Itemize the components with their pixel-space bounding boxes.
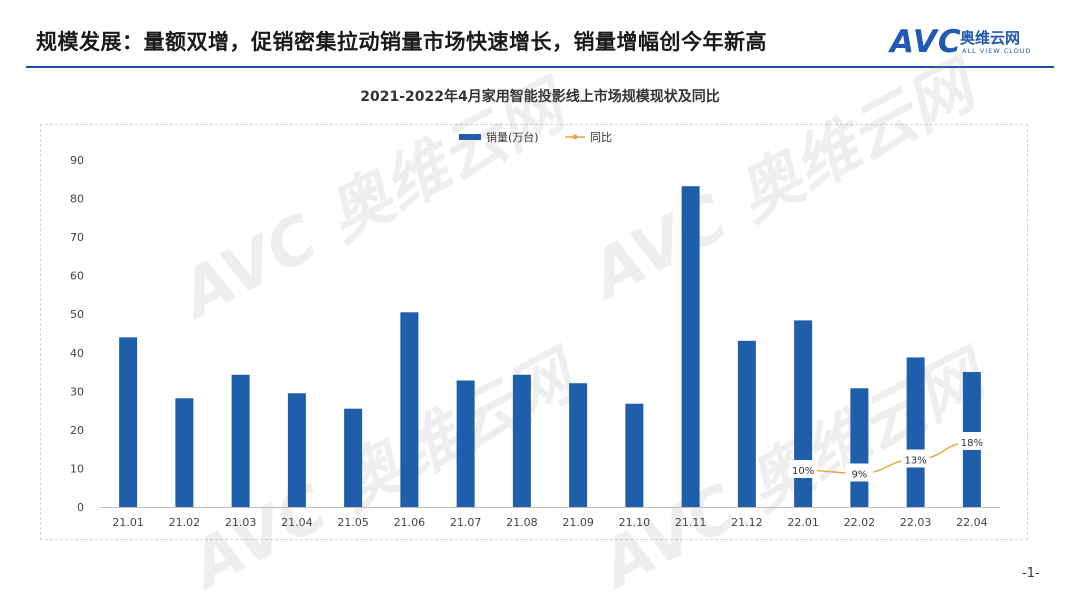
x-tick-label: 21.04 [281,516,313,529]
bar [344,408,363,507]
x-tick-label: 22.02 [844,516,876,529]
logo-english-name: ALL VIEW CLOUD [962,47,1032,55]
yoy-label-bg [901,449,930,468]
x-tick-label: 21.12 [731,516,763,529]
x-tick-label: 21.10 [619,516,651,529]
y-tick-label: 0 [77,501,84,514]
x-tick-label: 22.01 [787,516,819,529]
chart-title: 2021-2022年4月家用智能投影线上市场规模现状及同比 [360,89,720,105]
y-tick-label: 40 [70,347,84,360]
bar [231,374,250,507]
x-tick-label: 22.04 [956,516,988,529]
legend-swatch-bar [459,134,481,140]
y-tick-label: 70 [70,231,84,244]
bar [287,393,306,507]
y-tick-label: 90 [70,154,84,167]
header: 规模发展：量额双增，促销密集拉动销量市场快速增长，销量增幅创今年新高 AVC 奥… [0,0,1080,70]
y-tick-label: 50 [70,308,84,321]
bar [175,398,194,507]
logo-mark: AVC [890,24,962,60]
yoy-data-label: 13% [905,456,927,467]
bar [512,374,531,507]
x-tick-label: 21.03 [225,516,257,529]
bar [400,312,419,507]
bar [737,340,756,507]
bar [625,403,644,507]
legend-label-bar: 销量(万台) [486,130,539,144]
x-tick-label: 21.06 [394,516,426,529]
yoy-label-bg [789,460,818,478]
bar [119,337,138,507]
bar [569,383,588,507]
legend-label-line: 同比 [590,131,612,144]
page-title: 规模发展：量额双增，促销密集拉动销量市场快速增长，销量增幅创今年新高 [36,30,767,54]
y-tick-label: 80 [70,193,84,206]
x-tick-label: 21.02 [169,516,201,529]
x-tick-label: 21.09 [562,516,594,529]
x-tick-label: 21.05 [337,516,369,529]
y-tick-label: 10 [70,462,84,475]
x-tick-label: 21.07 [450,516,482,529]
x-tick-label: 21.01 [112,516,144,529]
bar [906,357,925,507]
x-tick-label: 22.03 [900,516,932,529]
yoy-label-bg [845,463,874,482]
yoy-data-label: 18% [961,438,983,449]
yoy-data-label: 9% [851,470,867,481]
bar [456,380,475,507]
legend-marker-line [572,134,578,140]
header-divider [26,66,1054,68]
y-tick-label: 20 [70,424,84,437]
y-tick-label: 30 [70,385,84,398]
bar [681,186,700,507]
bar [850,388,869,507]
page-number: -1- [1022,566,1040,581]
y-tick-label: 60 [70,270,84,283]
logo-chinese-name: 奥维云网 [960,29,1021,47]
chart-frame [40,124,1028,540]
bar [794,320,813,507]
yoy-line [803,441,972,475]
yoy-label-bg [957,432,986,450]
yoy-data-label: 10% [792,466,814,477]
x-tick-label: 21.11 [675,516,707,529]
avc-logo: AVC 奥维云网 ALL VIEW CLOUD [890,24,1060,60]
x-tick-label: 21.08 [506,516,538,529]
